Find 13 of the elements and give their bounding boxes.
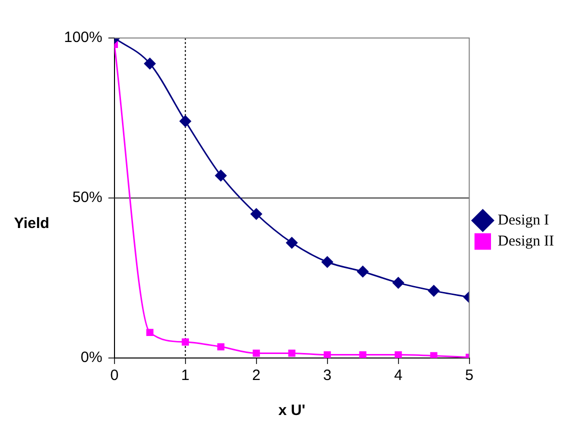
x-tick-label: 5 xyxy=(465,367,474,384)
x-tick-label: 0 xyxy=(110,367,119,384)
y-axis-title: Yield xyxy=(14,215,50,232)
x-axis-title: x U' xyxy=(278,402,306,420)
y-tick-label: 50% xyxy=(72,189,102,206)
x-tick-label: 1 xyxy=(181,367,190,384)
x-tick-label: 4 xyxy=(394,367,402,384)
x-tick-label: 3 xyxy=(323,367,332,384)
x-tick-label: 2 xyxy=(252,367,260,384)
y-tick-label: 100% xyxy=(64,29,102,46)
legend-label: Design I xyxy=(498,212,550,228)
legend-label: Design II xyxy=(498,233,554,250)
y-tick-label: 0% xyxy=(80,349,102,366)
